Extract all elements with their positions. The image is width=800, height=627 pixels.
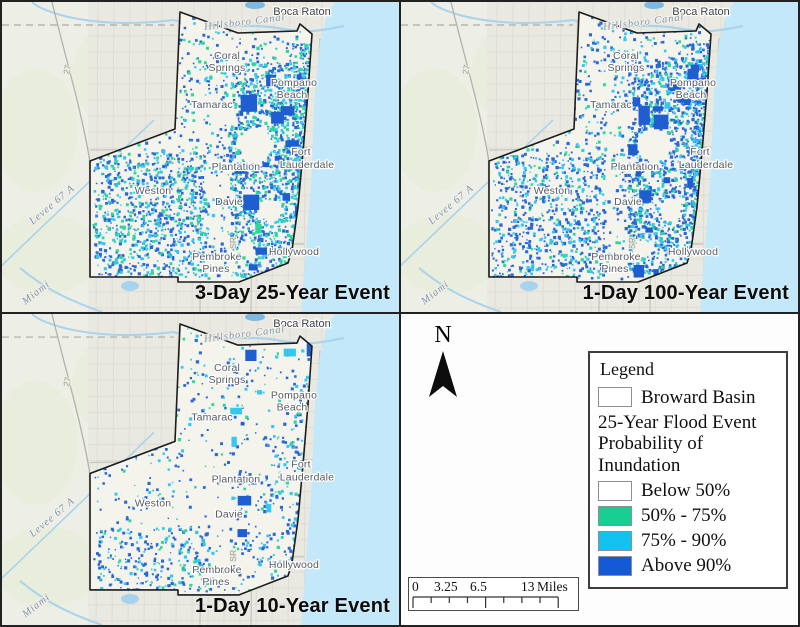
map-panel-3day-25yr: Boca Raton Hillsboro Canal Coral Springs Pom… xyxy=(2,2,399,312)
map-label: Tamarac xyxy=(191,99,233,111)
legend-item-below-50: Below 50% xyxy=(598,480,778,502)
panel-caption-3day-25yr: 3-Day 25-Year Event xyxy=(194,282,390,304)
above-90-label: Above 90% xyxy=(641,555,732,577)
map-label: Lauderdale xyxy=(280,472,334,484)
map-label: Davie xyxy=(614,196,642,208)
map-label: Weston xyxy=(534,185,571,197)
north-arrow-icon xyxy=(429,351,457,397)
map-label: Beach xyxy=(277,401,308,413)
map-label: Beach xyxy=(277,89,308,101)
map-label: Pembroke xyxy=(192,564,241,576)
75-90-swatch xyxy=(598,530,632,551)
legend-title: Legend xyxy=(600,359,654,379)
scale-bar-labels: 0 3.25 6.5 13 Miles xyxy=(409,579,578,595)
map-label: Plantation xyxy=(611,161,660,173)
map-label: Plantation xyxy=(212,474,261,486)
map-label: 27 xyxy=(61,64,73,75)
50-75-swatch xyxy=(598,505,632,526)
legend-subtitle: 25-Year Flood Event Probability of Inund… xyxy=(598,412,757,476)
map-label: 27 xyxy=(61,376,73,387)
map-label: Hollywood xyxy=(668,246,718,258)
below-50-swatch xyxy=(598,480,632,501)
scale-bar-ticks xyxy=(412,596,559,608)
above-90-swatch xyxy=(598,555,632,576)
map-label: SR xyxy=(627,237,637,249)
map-label: SR xyxy=(228,550,238,562)
map-label: Plantation xyxy=(212,161,261,173)
map-label: Weston xyxy=(135,185,172,197)
map-label: Tamarac xyxy=(590,99,632,111)
map-label: Lauderdale xyxy=(679,159,734,171)
map-label: Lauderdale xyxy=(280,159,335,171)
basin-label: Broward Basin xyxy=(641,386,756,408)
scale-bar: 0 3.25 6.5 13 Miles xyxy=(408,577,579,611)
map-label: Springs xyxy=(607,62,644,74)
map-label: Pompano xyxy=(271,389,317,401)
map-label: Fort xyxy=(291,146,310,158)
75-90-label: 75% - 90% xyxy=(641,530,727,552)
map-label: Boca Raton xyxy=(273,318,330,330)
legend: Legend Broward Basin 25-Year Flood Event… xyxy=(588,351,788,589)
legend-item-50-75: 50% - 75% xyxy=(598,505,778,527)
map-label: Hollywood xyxy=(269,246,319,258)
map-panel-1day-100yr: Boca Raton Hillsboro Canal Coral Springs Pom… xyxy=(401,2,798,312)
map-label: Davie xyxy=(215,196,243,208)
legend-item-above-90: Above 90% xyxy=(598,555,778,577)
scale-tick-0: 0 xyxy=(412,579,419,594)
legend-item-75-90: 75% - 90% xyxy=(598,530,778,552)
50-75-label: 50% - 75% xyxy=(641,505,727,527)
legend-item-basin: Broward Basin xyxy=(598,387,778,407)
map-label: Coral xyxy=(214,362,240,374)
map-label: Fort xyxy=(291,458,310,470)
panel-caption-1day-100yr: 1-Day 100-Year Event xyxy=(582,282,789,304)
map-label: Coral xyxy=(613,50,639,62)
map-label: Pembroke xyxy=(192,251,241,263)
map-label: Pines xyxy=(202,576,229,588)
map-label: Springs xyxy=(208,62,245,74)
map-label: Springs xyxy=(209,374,246,386)
map-label: Beach xyxy=(676,89,707,101)
scale-tick-3-25: 3.25 xyxy=(434,579,458,594)
map-panel-1day-10yr: Boca Raton Hillsboro Canal Coral Springs Pom… xyxy=(2,314,399,625)
panel-caption-1day-10yr: 1-Day 10-Year Event xyxy=(194,595,390,617)
basin-swatch xyxy=(598,387,632,407)
scale-tick-13: 13 xyxy=(521,579,535,594)
map-label: SR xyxy=(228,237,238,249)
scale-tick-6-5: 6.5 xyxy=(470,579,487,594)
map-label: Weston xyxy=(135,498,172,510)
map-label: Davie xyxy=(215,509,243,521)
map-label: Pembroke xyxy=(591,251,640,263)
map-label: Coral xyxy=(214,50,240,62)
north-label: N xyxy=(434,322,452,348)
info-panel: N Legend Broward Basin 25-Year Flood Eve… xyxy=(401,314,798,625)
map-label: Pompano xyxy=(670,77,716,89)
map-label: Pompano xyxy=(271,77,317,89)
map-label: Boca Raton xyxy=(672,6,729,18)
map-label: Hollywood xyxy=(269,559,319,571)
map-label: Fort xyxy=(690,146,709,158)
below-50-label: Below 50% xyxy=(641,480,731,502)
map-label: Pines xyxy=(601,263,628,275)
map-label: Tamarac xyxy=(191,411,233,423)
map-label: Boca Raton xyxy=(273,6,330,18)
map-label: 27 xyxy=(460,64,472,75)
map-label: Pines xyxy=(202,263,229,275)
scale-unit: Miles xyxy=(537,579,568,594)
north-arrow: N xyxy=(421,322,465,399)
